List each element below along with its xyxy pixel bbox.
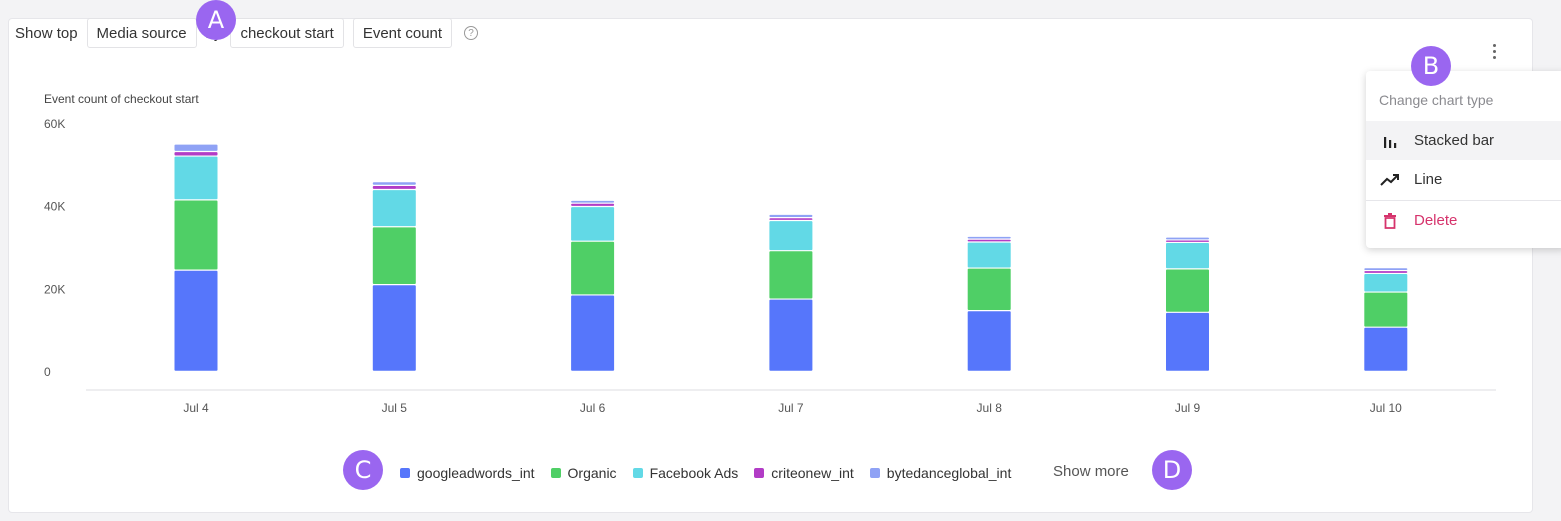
group-by-select[interactable]: Media source (86, 18, 197, 48)
bar-segment[interactable] (1166, 312, 1209, 371)
bar-segment[interactable] (769, 299, 813, 371)
bar-segment[interactable] (1364, 268, 1408, 270)
y-axis-title: Event count of checkout start (44, 92, 199, 106)
menu-divider (1366, 200, 1561, 201)
chart-type-menu: Change chart type Stacked bar Line Delet… (1366, 71, 1561, 248)
x-tick-label: Jul 7 (778, 401, 804, 415)
y-tick-label: 60K (44, 117, 65, 131)
legend-item[interactable]: googleadwords_int (400, 465, 535, 481)
bar-segment[interactable] (571, 241, 615, 295)
bar-segment[interactable] (1166, 240, 1209, 242)
metric-select[interactable]: Event count (352, 18, 453, 48)
show-more-link[interactable]: Show more (1053, 463, 1129, 480)
legend-swatch (754, 468, 765, 478)
menu-item-label: Delete (1414, 212, 1458, 229)
legend-label: criteonew_int (771, 465, 854, 481)
bar-segment[interactable] (769, 214, 813, 218)
bar-chart-icon (1380, 131, 1400, 151)
bar-segment[interactable] (769, 218, 813, 220)
legend-item[interactable]: Facebook Ads (632, 465, 739, 481)
legend-label: bytedanceglobal_int (886, 465, 1012, 481)
y-tick-label: 20K (44, 282, 65, 296)
bar-segment[interactable] (571, 203, 615, 206)
bar-segment[interactable] (372, 182, 416, 185)
help-icon[interactable]: ? (464, 26, 479, 40)
menu-item-label: Line (1414, 171, 1443, 188)
bar-segment[interactable] (174, 144, 218, 151)
bar-segment[interactable] (571, 295, 615, 371)
bar-segment[interactable] (1364, 271, 1408, 273)
menu-item-delete[interactable]: Delete (1366, 201, 1561, 240)
bar-segment[interactable] (967, 239, 1011, 242)
bar-segment[interactable] (1166, 269, 1209, 312)
bar-segment[interactable] (174, 200, 218, 270)
legend-item[interactable]: bytedanceglobal_int (869, 465, 1012, 481)
x-tick-label: Jul 10 (1370, 401, 1402, 415)
event-select[interactable]: checkout start (230, 18, 344, 48)
bar-segment[interactable] (1364, 274, 1408, 292)
more-options-icon[interactable] (1488, 38, 1500, 64)
line-chart-icon (1380, 170, 1400, 190)
bar-segment[interactable] (372, 227, 416, 284)
bar-segment[interactable] (967, 311, 1011, 371)
bar-segment[interactable] (571, 207, 615, 241)
x-tick-label: Jul 9 (1175, 401, 1201, 415)
bar-segment[interactable] (1364, 327, 1408, 371)
bar-segment[interactable] (967, 242, 1011, 268)
menu-item-stacked-bar[interactable]: Stacked bar (1366, 121, 1561, 160)
legend-label: Organic (567, 465, 617, 481)
y-tick-label: 0 (44, 365, 51, 379)
stacked-bar-chart: Event count of checkout start 0 20K 40K 60K… (44, 92, 1496, 415)
legend-swatch (400, 468, 410, 478)
bar-segment[interactable] (571, 200, 615, 203)
chart-legend: googleadwords_int Organic Facebook Ads crit… (400, 463, 1027, 483)
legend-swatch (869, 468, 880, 478)
bar-segment[interactable] (372, 186, 416, 189)
legend-label: Facebook Ads (649, 465, 739, 481)
bar-segment[interactable] (174, 152, 218, 156)
x-tick-label: Jul 6 (580, 401, 606, 415)
bar-segment[interactable] (769, 251, 813, 299)
annotation-badge-a: A (196, 0, 236, 40)
legend-swatch (632, 468, 643, 478)
annotation-badge-c: C (343, 450, 383, 490)
bar-segment[interactable] (1364, 292, 1408, 327)
annotation-badge-d: D (1152, 450, 1192, 490)
bar-segment[interactable] (174, 156, 218, 200)
bar-segment[interactable] (1166, 237, 1209, 240)
x-tick-label: Jul 4 (183, 401, 209, 415)
bar-segment[interactable] (769, 221, 813, 251)
menu-item-label: Stacked bar (1414, 132, 1495, 149)
x-tick-label: Jul 5 (382, 401, 408, 415)
legend-swatch (550, 468, 561, 478)
y-tick-label: 40K (44, 200, 65, 214)
trash-icon (1380, 211, 1400, 231)
bar-segment[interactable] (967, 236, 1011, 239)
menu-item-line[interactable]: Line (1366, 160, 1561, 199)
bar-segment[interactable] (174, 270, 218, 371)
bar-segment[interactable] (1166, 243, 1209, 269)
bar-segment[interactable] (967, 268, 1011, 311)
bar-segment[interactable] (372, 285, 416, 371)
bar-segment[interactable] (372, 190, 416, 227)
annotation-badge-b: B (1411, 46, 1451, 86)
legend-item[interactable]: Organic (550, 465, 617, 481)
legend-item[interactable]: criteonew_int (754, 465, 854, 481)
show-top-label: Show top (15, 24, 78, 42)
legend-label: googleadwords_int (417, 465, 535, 481)
x-tick-label: Jul 8 (977, 401, 1003, 415)
menu-title: Change chart type (1379, 92, 1494, 108)
